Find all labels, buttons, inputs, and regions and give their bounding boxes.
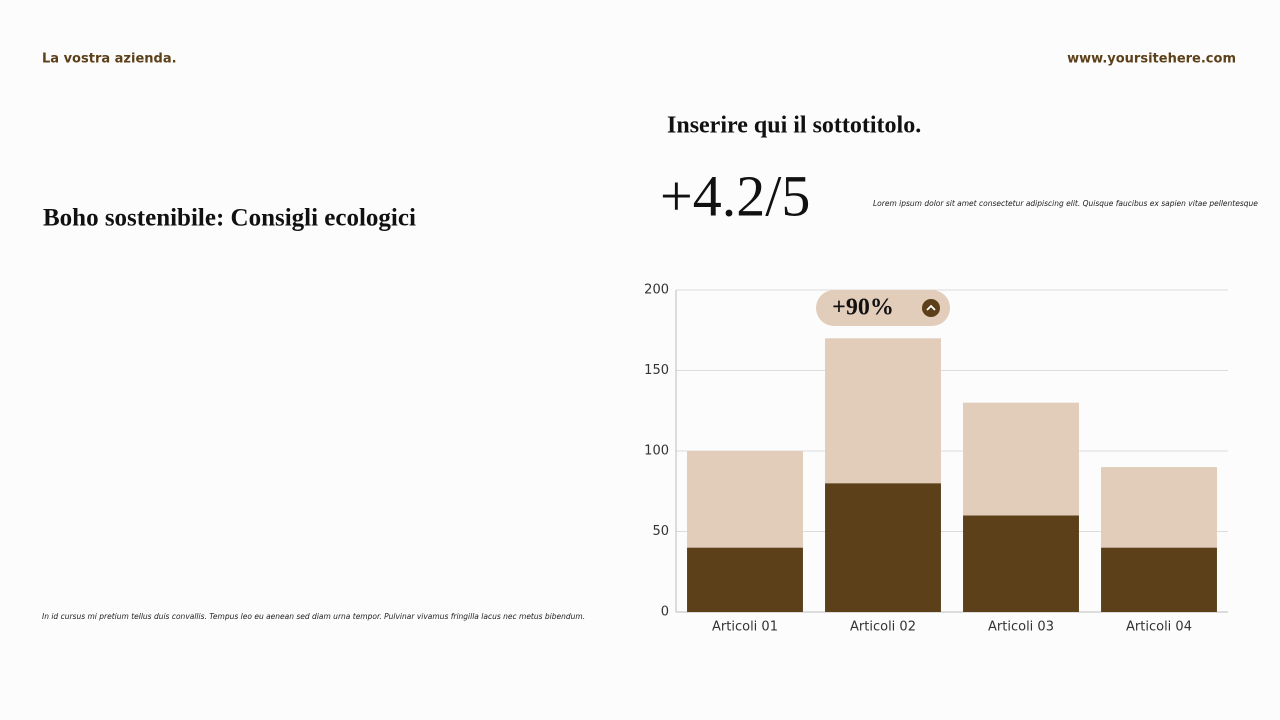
y-tick-label: 0 bbox=[661, 605, 669, 620]
bar-segment bbox=[1101, 467, 1217, 548]
website: www.yoursitehere.com bbox=[1067, 52, 1236, 67]
x-tick-label: Articoli 01 bbox=[712, 620, 778, 635]
title: Boho sostenibile: Consigli ecologici bbox=[43, 205, 416, 232]
bar-segment bbox=[963, 402, 1079, 516]
bar-segment bbox=[963, 515, 1079, 612]
subtitle: Inserire qui il sottotitolo. bbox=[667, 113, 921, 139]
x-tick-label: Articoli 02 bbox=[850, 620, 916, 635]
annotation-icon bbox=[922, 299, 940, 317]
bar-segment bbox=[687, 547, 803, 612]
chart: 0 50 100 150 200 Articoli 01 Articoli 02 Artico… bbox=[644, 283, 1228, 635]
bar-segment bbox=[825, 338, 941, 484]
y-tick-label: 50 bbox=[652, 524, 669, 539]
description: Lorem ipsum dolor sit amet consectetur a… bbox=[873, 199, 1258, 208]
bar-segment bbox=[687, 451, 803, 548]
annotation-pill bbox=[816, 290, 950, 326]
bar-segment bbox=[1101, 547, 1217, 612]
y-tick-label: 200 bbox=[644, 283, 669, 298]
y-tick-label: 150 bbox=[644, 363, 669, 378]
bar-segment bbox=[825, 483, 941, 612]
annotation: +90% bbox=[832, 295, 894, 321]
x-tick-label: Articoli 03 bbox=[988, 620, 1054, 635]
y-tick-label: 100 bbox=[644, 444, 669, 459]
company: La vostra azienda. bbox=[42, 52, 177, 67]
annotation-chevron bbox=[926, 304, 936, 311]
rating: +4.2/5 bbox=[660, 163, 810, 228]
x-tick-label: Articoli 04 bbox=[1126, 620, 1192, 635]
footnote: In id cursus mi pretium tellus duis conv… bbox=[42, 612, 585, 621]
